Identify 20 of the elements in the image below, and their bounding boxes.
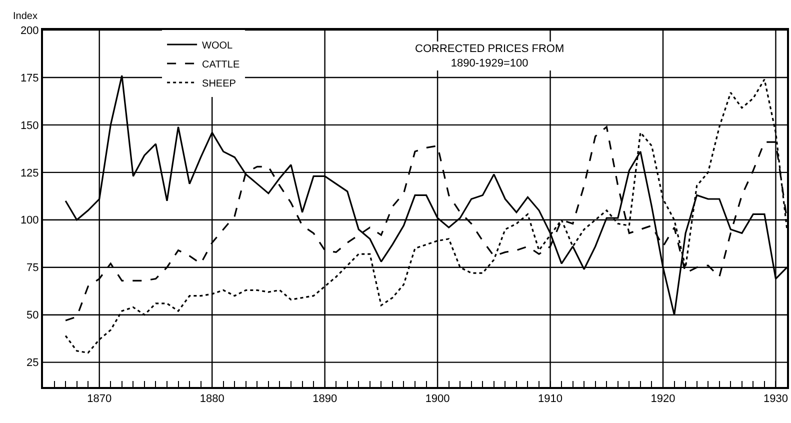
y-tick-label: 150	[20, 120, 39, 132]
y-tick-label: 125	[20, 167, 39, 180]
y-tick-label: 200	[20, 24, 39, 37]
y-tick-label: 25	[26, 357, 39, 370]
x-tick-label: 1890	[312, 393, 338, 406]
x-tick-label: 1930	[763, 393, 788, 406]
legend-label: SHEEP	[202, 78, 236, 90]
legend-label: CATTLE	[202, 59, 240, 70]
x-tick-label: 1900	[425, 393, 450, 406]
legend-label: WOOL	[202, 40, 234, 52]
x-tick-label: 1920	[650, 393, 676, 406]
x-tick-label: 1880	[200, 393, 224, 406]
y-tick-label: 75	[26, 262, 39, 274]
y-axis-title: Index	[13, 11, 38, 22]
x-tick-label: 1870	[87, 393, 112, 406]
y-tick-label: 100	[20, 214, 39, 227]
y-tick-label: 50	[26, 310, 39, 322]
y-tick-label: 175	[20, 72, 39, 84]
annotation: CORRECTED PRICES FROM 1890-1929=100	[415, 43, 564, 70]
x-tick-label: 1910	[538, 393, 563, 406]
